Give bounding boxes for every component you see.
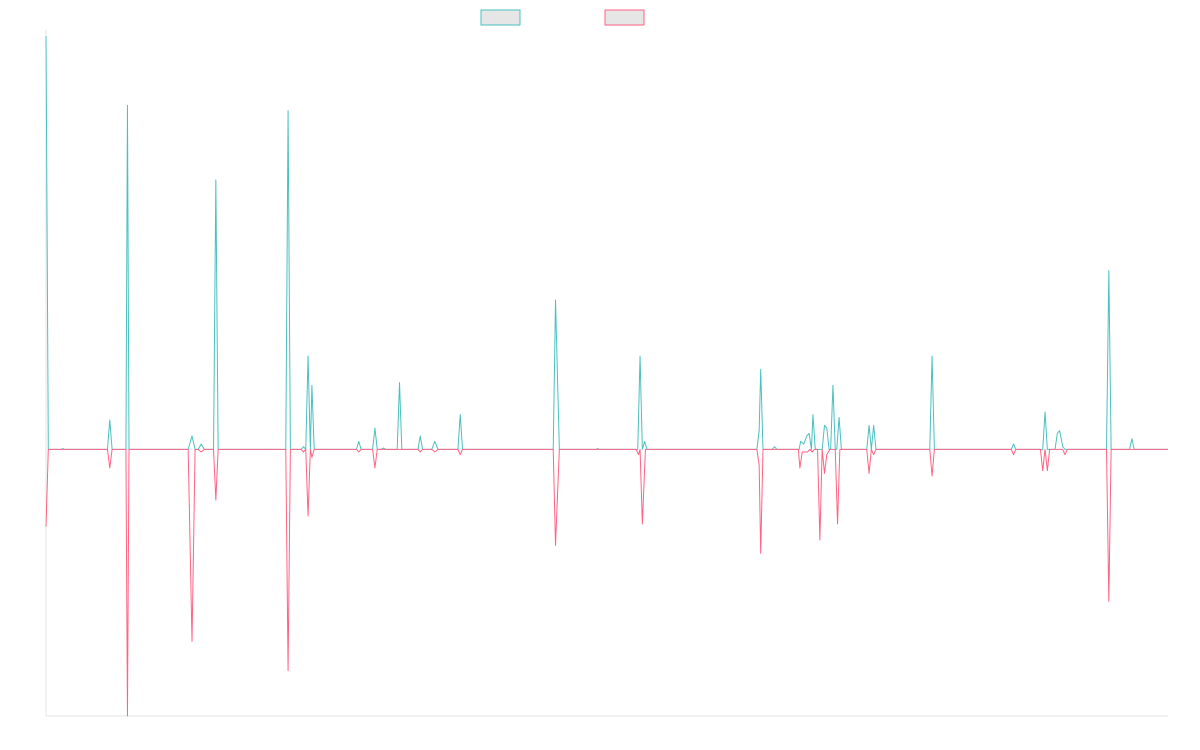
series-line-1[interactable] bbox=[45, 35, 1168, 450]
axes bbox=[45, 30, 1168, 717]
legend bbox=[480, 9, 645, 26]
legend-swatch-series-2[interactable] bbox=[604, 9, 645, 26]
series-line-2[interactable] bbox=[45, 448, 1168, 717]
series-layer bbox=[45, 35, 1168, 717]
legend-swatch-series-1[interactable] bbox=[480, 9, 521, 26]
